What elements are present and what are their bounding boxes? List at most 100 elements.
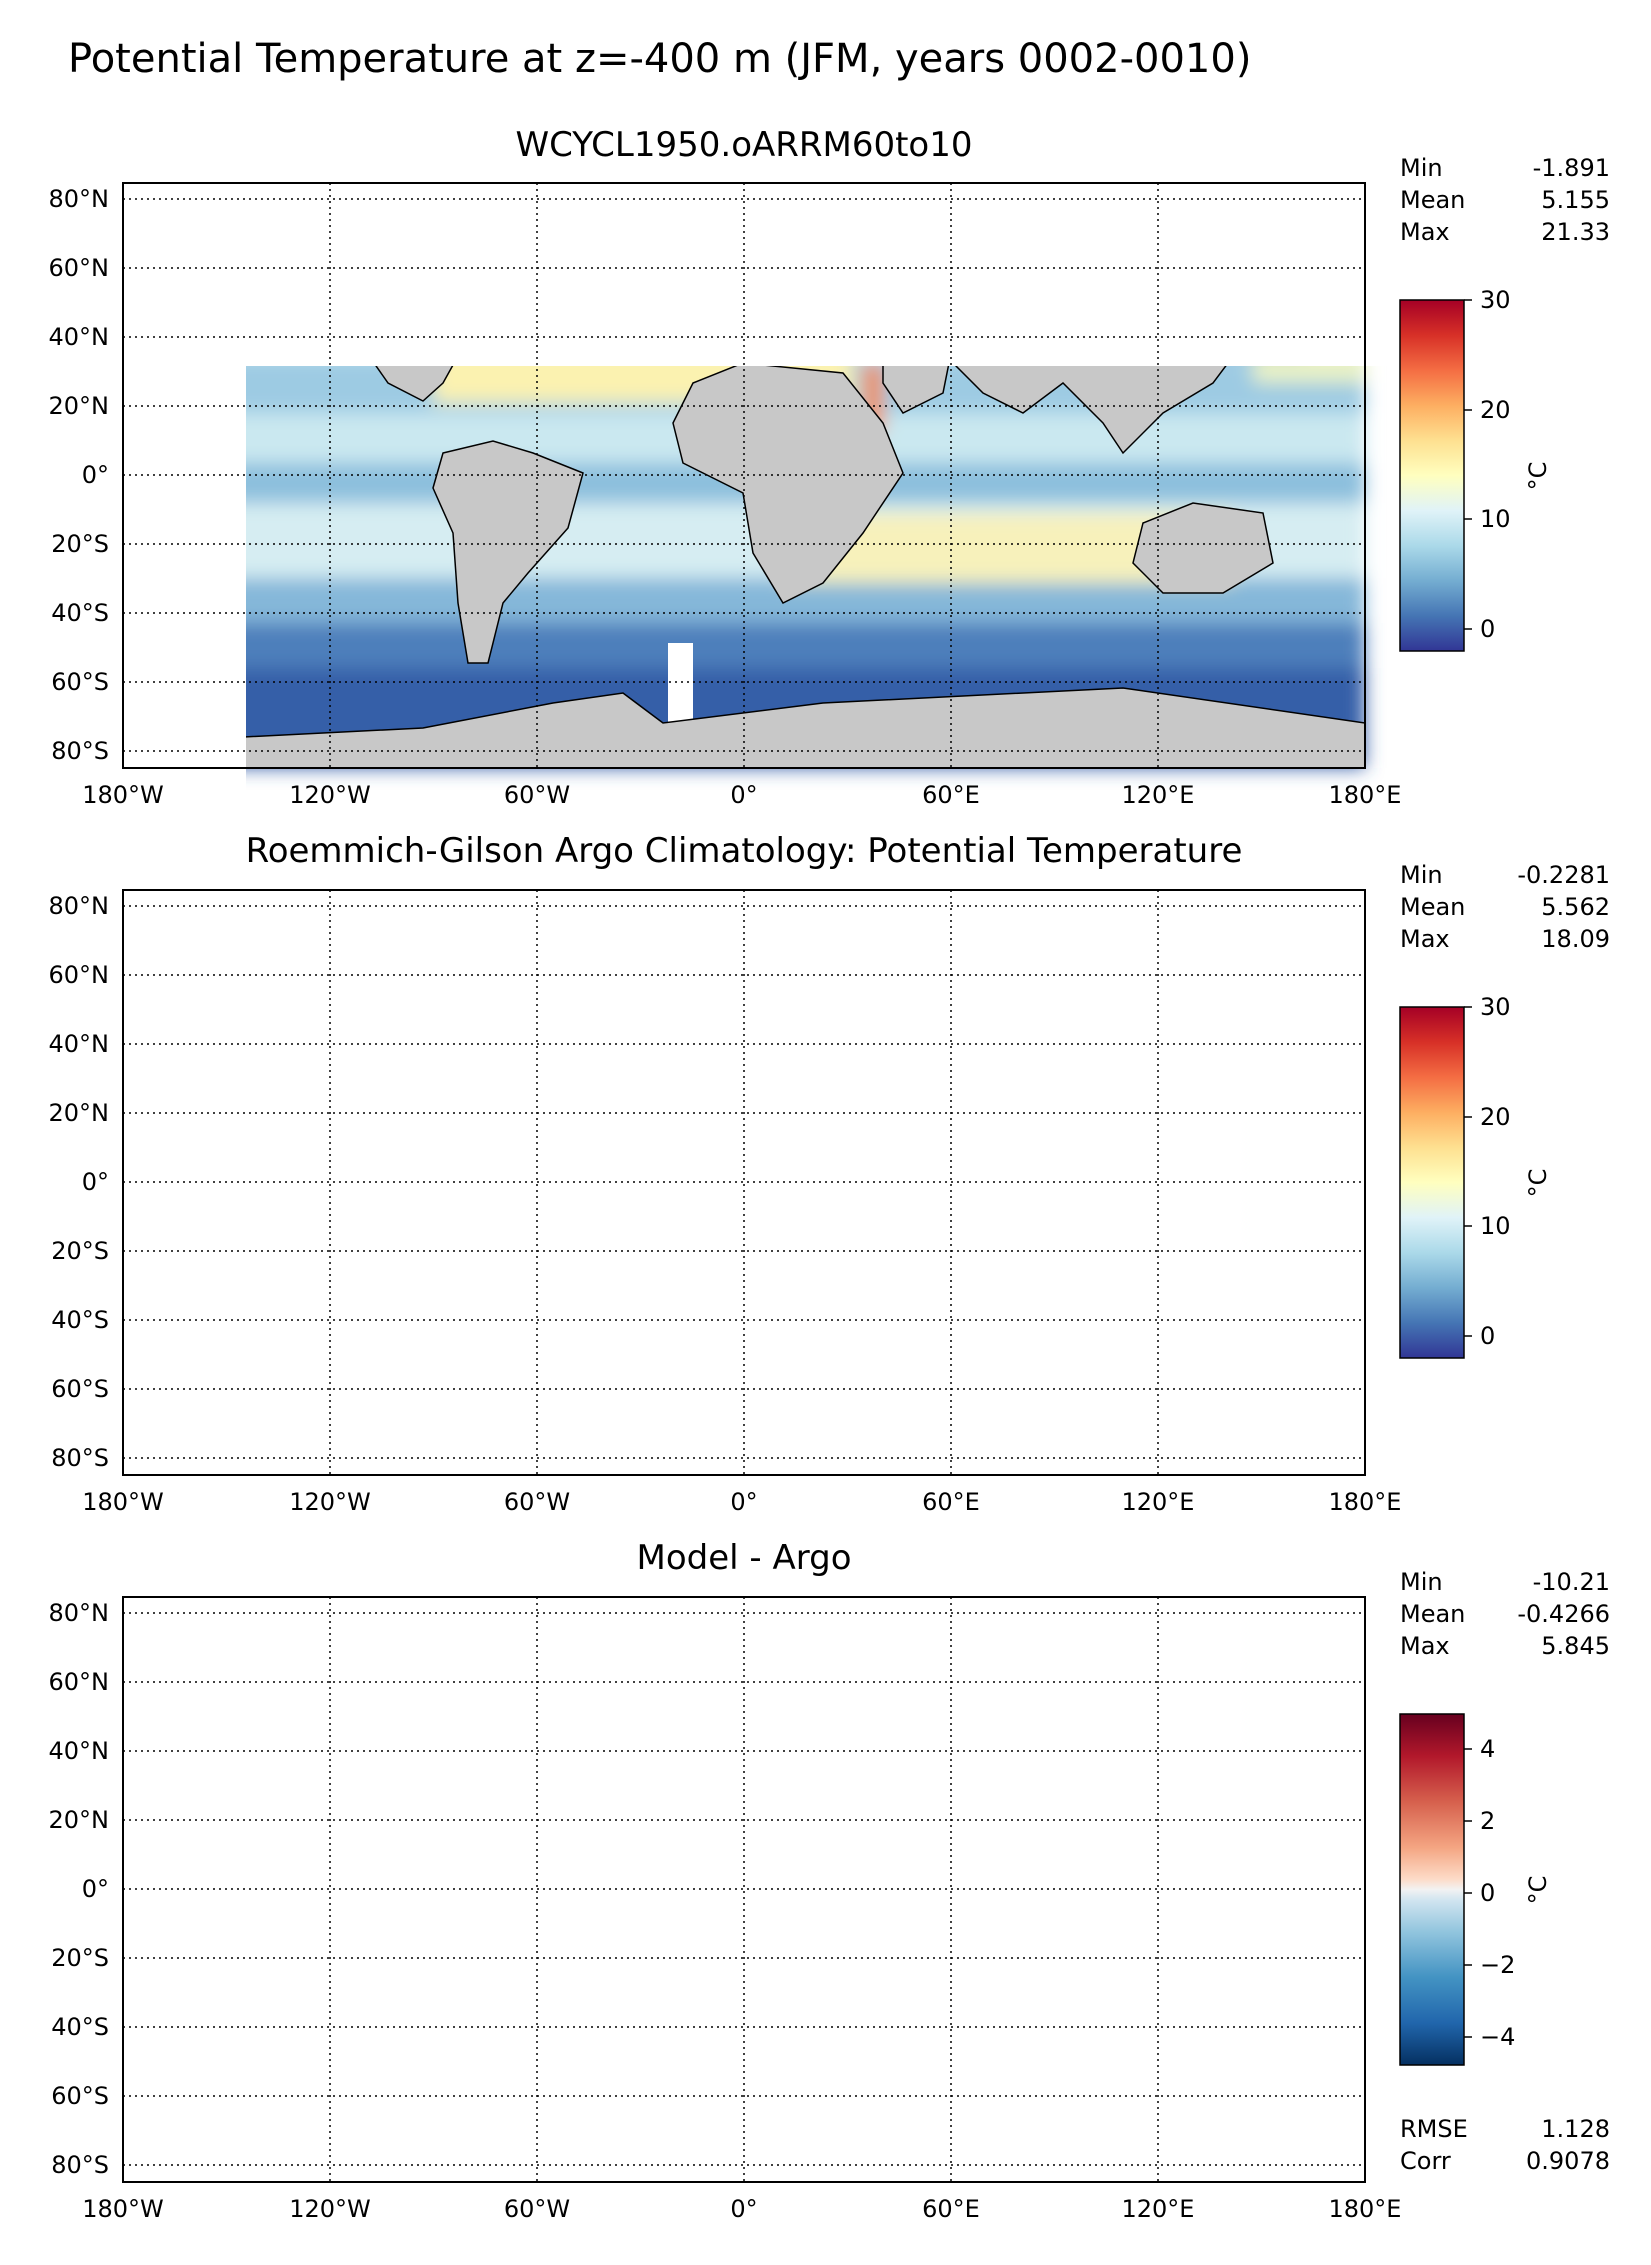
colorbar-tick-label: 0 <box>1480 1879 1495 1907</box>
lon-tick-label: 180°E <box>1329 781 1402 809</box>
lat-tick-label: 60°S <box>51 1375 109 1403</box>
stat-label: Min <box>1400 154 1443 182</box>
lon-tick-label: 60°E <box>922 2195 980 2223</box>
stats-box: Min -0.2281 Mean 5.562 Max 18.09 <box>1400 861 1610 953</box>
colorbar-tick-label: 20 <box>1480 396 1511 424</box>
colorbar-tick-label: 20 <box>1480 1103 1511 1131</box>
lat-tick-label: 20°S <box>51 1944 109 1972</box>
stat-label: Mean <box>1400 1600 1465 1628</box>
lon-tick-label: 0° <box>730 1488 757 1516</box>
colorbar: −4 −2 0 2 4 °C <box>1399 1713 1552 2066</box>
stats-box: Min -10.21 Mean -0.4266 Max 5.845 <box>1400 1568 1610 1660</box>
lat-tick-label: 20°N <box>49 392 110 420</box>
stat-label: Max <box>1400 925 1450 953</box>
colorbar-tick-label: 2 <box>1480 1807 1495 1835</box>
lat-axis: 80°N 60°N 40°N 20°N 0° 20°S 40°S 60°S 80… <box>49 892 110 1472</box>
stat-value: 5.562 <box>1541 893 1610 921</box>
stat-label: Max <box>1400 1632 1450 1660</box>
lat-tick-label: 60°N <box>49 961 110 989</box>
lon-tick-label: 0° <box>730 781 757 809</box>
lon-axis: 180°W 120°W 60°W 0° 60°E 120°E 180°E <box>82 1488 1401 1516</box>
lat-axis: 80°N 60°N 40°N 20°N 0° 20°S 40°S 60°S 80… <box>49 185 110 765</box>
lon-tick-label: 120°E <box>1122 2195 1195 2223</box>
colorbar-label: °C <box>1524 1876 1552 1905</box>
gridlines <box>123 1597 1365 2182</box>
error-stats-box: RMSE 1.128 Corr 0.9078 <box>1400 2115 1610 2175</box>
stat-label: Min <box>1400 861 1443 889</box>
lat-tick-label: 20°N <box>49 1099 110 1127</box>
lat-tick-label: 80°S <box>51 1444 109 1472</box>
lat-tick-label: 80°N <box>49 185 110 213</box>
colorbar: 0 10 20 30 °C <box>1399 993 1552 1359</box>
lon-axis: 180°W 120°W 60°W 0° 60°E 120°E 180°E <box>82 2195 1401 2223</box>
gridlines <box>123 183 1365 768</box>
map-frame <box>122 1596 1366 2183</box>
panel-title: WCYCL1950.oARRM60to10 <box>516 125 973 165</box>
stat-label: RMSE <box>1400 2115 1468 2143</box>
lon-tick-label: 120°E <box>1122 781 1195 809</box>
gridlines <box>123 890 1365 1475</box>
lat-tick-label: 60°S <box>51 668 109 696</box>
lon-tick-label: 180°W <box>82 1488 164 1516</box>
panel-observations: Roemmich-Gilson Argo Climatology: Potent… <box>49 831 1611 1516</box>
colorbar-gradient <box>1399 299 1465 652</box>
lon-tick-label: 60°E <box>922 781 980 809</box>
colorbar-tick-label: −2 <box>1480 1951 1515 1979</box>
lat-tick-label: 60°N <box>49 1668 110 1696</box>
stat-value: 1.128 <box>1541 2115 1610 2143</box>
lon-tick-label: 60°W <box>504 2195 570 2223</box>
map-frame <box>122 889 1366 1476</box>
lat-tick-label: 40°N <box>49 323 110 351</box>
colorbar-tick-label: 10 <box>1480 1212 1511 1240</box>
panel-title: Roemmich-Gilson Argo Climatology: Potent… <box>246 831 1243 871</box>
colorbar-gradient <box>1399 1713 1465 2066</box>
lon-tick-label: 180°E <box>1329 2195 1402 2223</box>
lat-axis: 80°N 60°N 40°N 20°N 0° 20°S 40°S 60°S 80… <box>49 1599 110 2179</box>
colorbar-label: °C <box>1524 462 1552 491</box>
stats-box: Min -1.891 Mean 5.155 Max 21.33 <box>1400 154 1610 246</box>
lat-tick-label: 20°S <box>51 1237 109 1265</box>
stat-label: Min <box>1400 1568 1443 1596</box>
stat-value: -1.891 <box>1533 154 1610 182</box>
lat-tick-label: 20°S <box>51 530 109 558</box>
lon-tick-label: 180°E <box>1329 1488 1402 1516</box>
colorbar-tick-label: −4 <box>1480 2023 1515 2051</box>
lon-tick-label: 60°E <box>922 1488 980 1516</box>
lon-tick-label: 180°W <box>82 781 164 809</box>
stat-value: 21.33 <box>1541 218 1610 246</box>
lat-tick-label: 80°N <box>49 892 110 920</box>
lon-tick-label: 180°W <box>82 2195 164 2223</box>
lat-tick-label: 20°N <box>49 1806 110 1834</box>
lat-tick-label: 60°N <box>49 254 110 282</box>
colorbar-gradient <box>1399 1006 1465 1359</box>
colorbar-tick-label: 30 <box>1480 993 1511 1021</box>
lat-tick-label: 80°S <box>51 2151 109 2179</box>
lat-tick-label: 80°S <box>51 737 109 765</box>
lat-tick-label: 0° <box>82 461 109 489</box>
colorbar: 0 10 20 30 °C <box>1399 286 1552 652</box>
colorbar-ticks <box>1464 299 1472 630</box>
panel-model: WCYCL1950.oARRM60to10 <box>49 125 1611 809</box>
stat-value: 18.09 <box>1541 925 1610 953</box>
panel-difference: Model - Argo <box>49 1538 1611 2223</box>
lat-tick-label: 0° <box>82 1875 109 1903</box>
stat-value: -0.2281 <box>1517 861 1610 889</box>
map-frame <box>122 182 1366 769</box>
lon-tick-label: 120°W <box>289 781 371 809</box>
lat-tick-label: 40°S <box>51 599 109 627</box>
lon-axis: 180°W 120°W 60°W 0° 60°E 120°E 180°E <box>82 781 1401 809</box>
panel-title: Model - Argo <box>637 1538 852 1578</box>
lon-tick-label: 0° <box>730 2195 757 2223</box>
figure-title: Potential Temperature at z=-400 m (JFM, … <box>68 36 1251 82</box>
lat-tick-label: 0° <box>82 1168 109 1196</box>
colorbar-ticks <box>1464 1748 1472 2038</box>
colorbar-tick-label: 10 <box>1480 505 1511 533</box>
lat-tick-label: 40°N <box>49 1737 110 1765</box>
stat-value: 5.155 <box>1541 186 1610 214</box>
colorbar-tick-label: 0 <box>1480 615 1495 643</box>
lat-tick-label: 40°N <box>49 1030 110 1058</box>
stat-label: Mean <box>1400 186 1465 214</box>
lat-tick-label: 40°S <box>51 2013 109 2041</box>
colorbar-tick-label: 4 <box>1480 1735 1495 1763</box>
